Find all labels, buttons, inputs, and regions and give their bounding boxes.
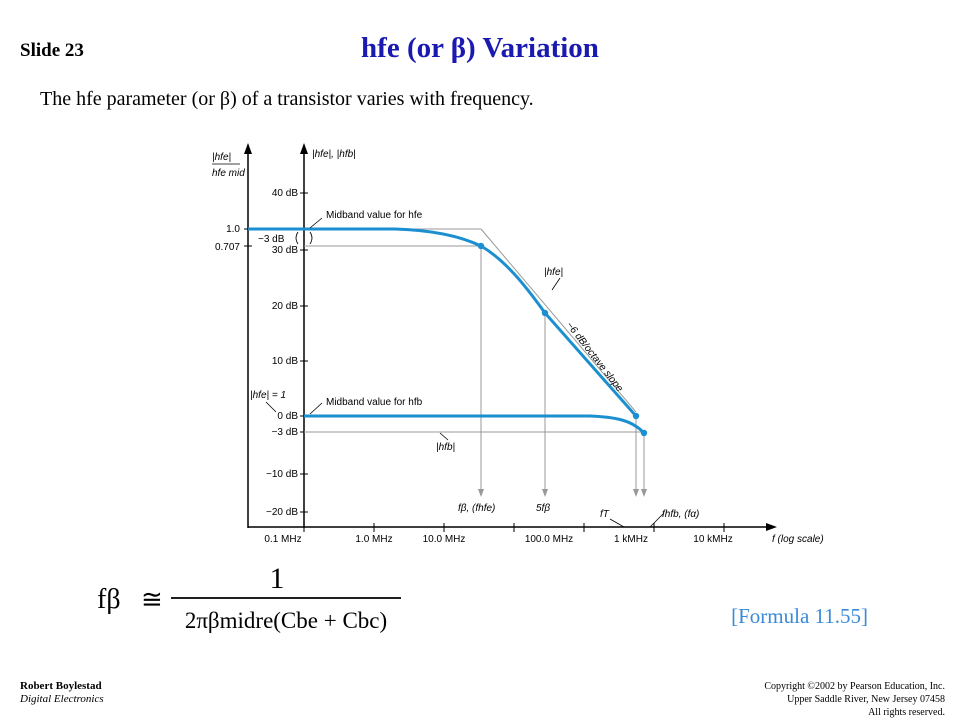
minus3db-label: −3 dB: [258, 234, 285, 245]
footer-author: Robert Boylestad: [20, 680, 102, 692]
frequency-axis-arrow: [766, 523, 777, 531]
footer-copyright-line3: All rights reserved.: [868, 707, 945, 718]
db-tick-40: 40 dB: [272, 188, 298, 199]
slide-subtitle: The hfe parameter (or β) of a transistor…: [40, 88, 534, 110]
f-beta-label: fβ, (fhfe): [458, 503, 495, 514]
slide-number: Slide 23: [20, 40, 84, 61]
slope-label: −6 dB/octave slope: [564, 320, 625, 394]
formula-denominator: 2πβmidre(Cbe + Cbc): [185, 608, 387, 633]
hfe-eq-1-label: |hfe| = 1: [250, 390, 286, 401]
db-tick-30: 30 dB: [272, 245, 298, 256]
formula: fβ ≅ 1 2πβmidre(Cbe + Cbc): [97, 562, 401, 633]
left-tick-0707: 0.707: [215, 242, 240, 253]
formula-reference: [Formula 11.55]: [731, 604, 868, 628]
x-tick-0-1mhz: 0.1 MHz: [264, 534, 301, 545]
midband-hfb-label: Midband value for hfb: [326, 397, 423, 408]
f-alpha-label: fhfb, (fα): [662, 509, 699, 520]
hfe-curve: [248, 227, 638, 417]
f-t-point: [632, 412, 640, 420]
footer-copyright-line1: Copyright ©2002 by Pearson Education, In…: [764, 681, 945, 692]
x-axis-label: f (log scale): [772, 534, 824, 545]
x-tick-10kmhz: 10 kMHz: [693, 534, 732, 545]
footer-copyright-line2: Upper Saddle River, New Jersey 07458: [787, 694, 945, 705]
footer-book: Digital Electronics: [20, 693, 104, 705]
db-tick-10: 10 dB: [272, 356, 298, 367]
hfb-curve-label: |hfb|: [436, 442, 455, 453]
slide-title: hfe (or β) Variation: [361, 32, 599, 64]
x-tick-1mhz: 1.0 MHz: [355, 534, 392, 545]
right-axis-title: |hfe|, |hfb|: [312, 149, 356, 160]
left-axis-title-bottom: hfe mid: [212, 168, 245, 179]
five-f-beta-point: [541, 309, 549, 317]
formula-approx: ≅: [141, 585, 163, 615]
formula-lhs: fβ: [97, 584, 121, 615]
left-axis-title-top: |hfe|: [212, 152, 231, 163]
x-tick-10mhz: 10.0 MHz: [423, 534, 466, 545]
left-tick-1: 1.0: [226, 224, 240, 235]
f-t-label: fT: [600, 509, 610, 520]
formula-numerator: 1: [270, 562, 285, 595]
five-f-beta-label: 5fβ: [536, 503, 550, 514]
guide-arrowheads: [478, 489, 647, 497]
hfb-curve: [304, 414, 646, 435]
db-tick-20: 20 dB: [272, 301, 298, 312]
x-tick-1kmhz: 1 kMHz: [614, 534, 648, 545]
x-tick-100mhz: 100.0 MHz: [525, 534, 573, 545]
db-tick-0: 0 dB: [277, 411, 298, 422]
leader-lines: [265, 217, 665, 528]
left-axis-arrow: [244, 143, 252, 154]
hfe-curve-label: |hfe|: [544, 267, 563, 278]
frequency-tick-marks: [303, 523, 725, 532]
db-tick-minus20: −20 dB: [266, 507, 298, 518]
db-tick-minus3: −3 dB: [272, 427, 299, 438]
db-axis-arrow: [300, 143, 308, 154]
f-alpha-point: [640, 429, 648, 437]
f-beta-point: [477, 242, 485, 250]
db-tick-minus10: −10 dB: [266, 469, 298, 480]
midband-hfe-label: Midband value for hfe: [326, 210, 423, 221]
